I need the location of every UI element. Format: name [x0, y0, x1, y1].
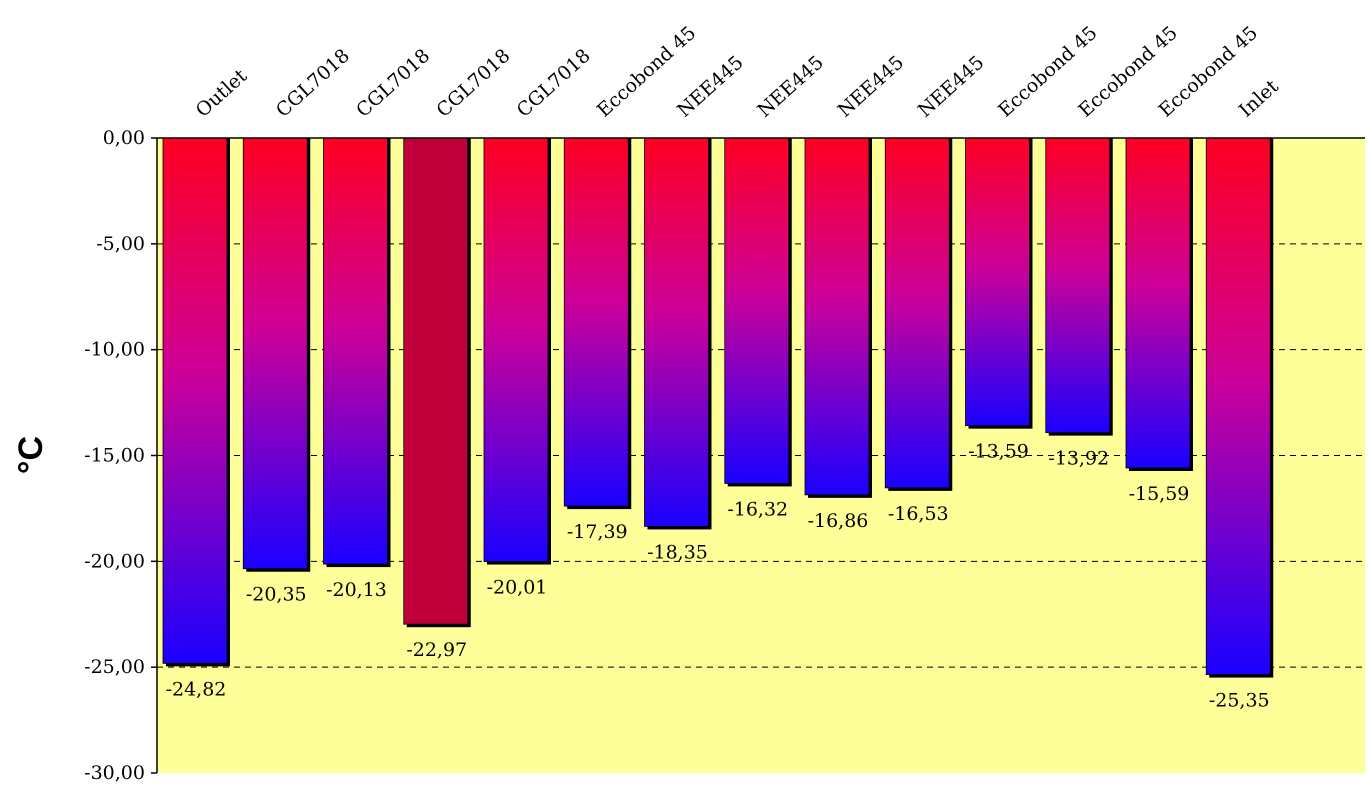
category-label: NEE445	[673, 51, 748, 121]
category-label: NEE445	[753, 51, 828, 121]
category-label: Inlet	[1235, 75, 1283, 122]
bar	[323, 137, 388, 565]
y-tick-label: -25,00	[84, 656, 145, 678]
category-label: CGL7018	[352, 45, 434, 122]
data-label: -16,86	[808, 510, 869, 532]
bar	[804, 137, 870, 496]
category-label: CGL7018	[432, 45, 514, 122]
data-label: -13,59	[968, 441, 1029, 463]
bar	[1205, 137, 1271, 675]
data-label: -15,59	[1129, 483, 1190, 505]
bar	[1045, 137, 1111, 434]
data-label: -25,35	[1209, 690, 1270, 712]
data-label: -20,35	[246, 584, 307, 606]
bar	[162, 137, 228, 664]
category-label: NEE445	[834, 51, 909, 121]
data-label: -18,35	[647, 541, 708, 563]
y-tick-label: -20,00	[84, 550, 145, 572]
data-label: -22,97	[406, 639, 467, 661]
bar	[563, 137, 629, 507]
data-label: -16,32	[727, 498, 788, 520]
bar	[403, 137, 469, 625]
bars	[162, 137, 1274, 678]
data-label: -13,92	[1048, 448, 1109, 470]
data-label: -20,01	[487, 577, 548, 599]
y-axis-label: °C	[12, 436, 50, 474]
y-tick-label: -5,00	[96, 233, 145, 255]
data-label: -17,39	[567, 521, 628, 543]
category-label: Outlet	[192, 65, 252, 122]
bar	[242, 137, 308, 570]
y-tick-label: -30,00	[84, 762, 145, 784]
bar	[644, 137, 709, 527]
bar	[965, 137, 1030, 427]
data-label: -24,82	[166, 678, 227, 700]
y-tick-label: -10,00	[84, 339, 145, 361]
category-label: NEE445	[914, 51, 989, 121]
bar	[483, 137, 549, 562]
y-tick-label: 0,00	[103, 127, 145, 149]
category-label: CGL7018	[513, 45, 595, 122]
data-label: -20,13	[326, 579, 387, 601]
data-label: -16,53	[888, 503, 949, 525]
category-label: CGL7018	[272, 45, 354, 122]
bar	[724, 137, 790, 484]
y-axis: 0,00 -5,00 -10,00 -15,00 -20,00 -25,00 -30,00	[84, 127, 1365, 784]
y-tick-label: -15,00	[84, 445, 145, 467]
bar	[1125, 137, 1191, 469]
bar	[884, 137, 950, 489]
